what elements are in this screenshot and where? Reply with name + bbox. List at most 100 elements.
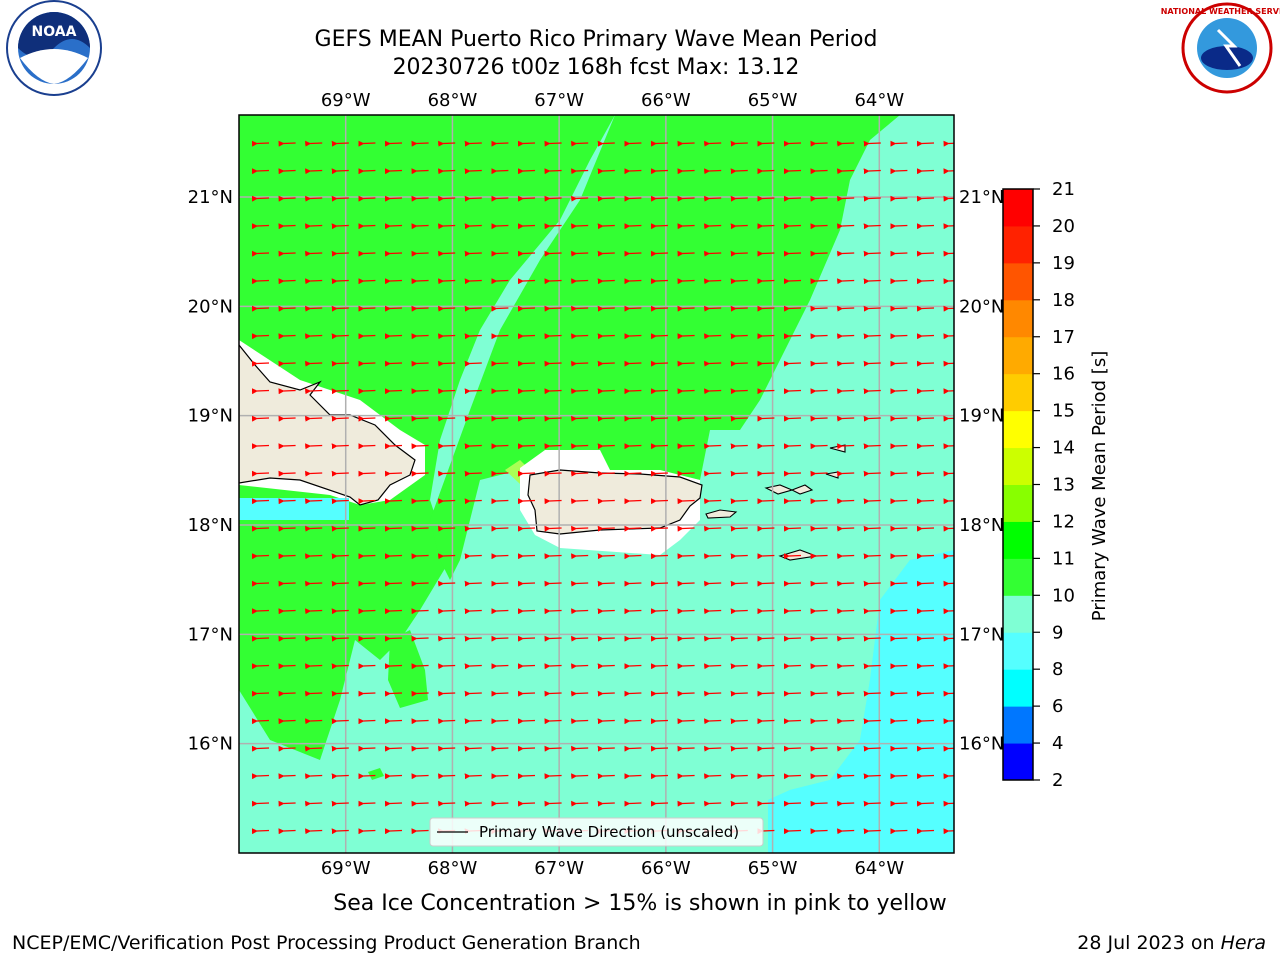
lat-label-right: 17°N (959, 624, 1004, 645)
wave-arrow (650, 333, 669, 340)
wave-arrow (384, 195, 403, 202)
wave-arrow (278, 525, 296, 532)
wave-arrow (331, 333, 349, 340)
wave-arrow (491, 718, 509, 725)
wave-arrow (837, 663, 855, 670)
wave-arrow (890, 718, 908, 725)
wave-arrow (331, 773, 349, 780)
wave-arrow (384, 608, 403, 615)
wave-arrow (597, 773, 615, 780)
wave-arrow (890, 773, 908, 780)
wave-arrow (677, 168, 695, 175)
wave-arrow (544, 525, 562, 532)
wave-arrow (438, 360, 456, 367)
wave-arrow (650, 470, 669, 477)
wave-arrow (863, 140, 881, 147)
wave-arrow (331, 553, 349, 560)
colorbar-segment (1003, 262, 1033, 301)
wave-arrow (544, 800, 562, 807)
wave-arrow (305, 553, 323, 560)
wave-arrow (677, 745, 695, 752)
wave-arrow (650, 223, 669, 230)
wave-arrow (810, 800, 828, 807)
wave-arrow (943, 195, 954, 202)
wave-arrow (783, 828, 802, 835)
wave-arrow (517, 333, 536, 340)
wave-arrow (943, 608, 954, 615)
wave-arrow (783, 690, 802, 697)
wave-arrow (411, 333, 429, 340)
wave-arrow (464, 470, 482, 477)
wave-arrow (757, 278, 775, 285)
wave-arrow (730, 663, 748, 670)
wave-arrow (597, 415, 615, 422)
wave-arrow (916, 360, 935, 367)
wave-arrow (464, 663, 482, 670)
wave-arrow (517, 305, 536, 312)
wave-arrow (863, 553, 881, 560)
wave-arrow (757, 470, 775, 477)
wave-arrow (757, 168, 775, 175)
wave-arrow (384, 498, 403, 505)
wave-arrow (704, 800, 722, 807)
wave-arrow (251, 388, 270, 395)
wave-arrow (384, 388, 403, 395)
wave-arrow (650, 498, 669, 505)
wave-arrow (810, 718, 828, 725)
wave-arrow (544, 745, 562, 752)
wave-arrow (890, 470, 908, 477)
wave-arrow (730, 800, 748, 807)
wave-arrow (491, 360, 509, 367)
wave-arrow (305, 278, 323, 285)
wave-arrow (704, 250, 722, 257)
wave-arrow (517, 498, 536, 505)
wave-arrow (704, 443, 722, 450)
wave-arrow (677, 278, 695, 285)
wave-arrow (704, 718, 722, 725)
wave-arrow (384, 635, 403, 642)
wave-arrow (491, 333, 509, 340)
wave-arrow (571, 305, 589, 312)
wave-arrow (810, 223, 828, 230)
wave-arrow (837, 745, 855, 752)
wave-arrow (837, 608, 855, 615)
wave-arrow (863, 333, 881, 340)
wave-arrow (251, 278, 270, 285)
wave-arrow (305, 828, 323, 835)
wave-arrow (305, 773, 323, 780)
lon-label-top: 66°W (641, 90, 691, 111)
wave-arrow (624, 608, 642, 615)
wave-arrow (677, 800, 695, 807)
wave-arrow (810, 360, 828, 367)
branch-credit: NCEP/EMC/Verification Post Processing Pr… (12, 932, 641, 954)
wave-arrow (890, 333, 908, 340)
wave-arrow (464, 525, 482, 532)
wave-arrow (677, 223, 695, 230)
wave-arrow (278, 250, 296, 257)
wave-arrow (251, 168, 270, 175)
wave-arrow (624, 690, 642, 697)
wave-arrow (571, 360, 589, 367)
wave-arrow (517, 773, 536, 780)
wave-arrow (517, 388, 536, 395)
wave-arrow (411, 635, 429, 642)
wave-arrow (730, 333, 748, 340)
wave-arrow (278, 195, 296, 202)
wave-arrow (916, 168, 935, 175)
wave-arrow (890, 498, 908, 505)
wave-arrow (916, 470, 935, 477)
wave-arrow (491, 498, 509, 505)
wave-arrow (624, 333, 642, 340)
wave-arrow (597, 360, 615, 367)
lon-label-top: 69°W (321, 90, 371, 111)
wave-arrow (837, 773, 855, 780)
wave-arrow (916, 388, 935, 395)
wave-arrow (571, 195, 589, 202)
wave-arrow (837, 443, 855, 450)
wave-arrow (278, 223, 296, 230)
colorbar-segment (1003, 410, 1033, 449)
wave-arrow (438, 635, 456, 642)
wave-arrow (251, 360, 270, 367)
wave-arrow (624, 745, 642, 752)
wave-arrow (305, 690, 323, 697)
